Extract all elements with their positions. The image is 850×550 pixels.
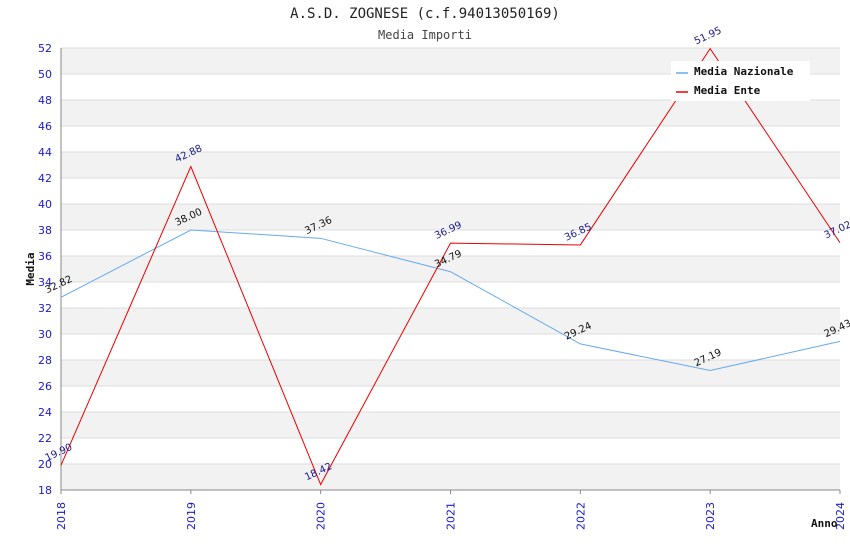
legend-label-media-ente: Media Ente [694,84,761,97]
y-tick-label: 52 [38,42,52,55]
x-tick-label: 2021 [445,502,458,530]
chart-title: A.S.D. ZOGNESE (c.f.94013050169) [290,6,560,22]
grid-band [61,204,840,230]
series-lines [60,47,841,486]
y-tick-label: 40 [38,198,52,211]
x-axis-label: Anno [811,517,838,530]
y-tick-label: 20 [38,458,52,471]
grid-band [61,100,840,126]
grid-band [61,256,840,282]
y-tick-label: 32 [38,302,52,315]
y-tick-label: 48 [38,94,52,107]
gridlines [61,47,840,491]
plot-background [61,48,840,490]
legend-box [671,61,810,101]
grid-band [61,308,840,334]
y-tick-label: 30 [38,328,52,341]
legend: Media Nazionale Media Ente [671,61,810,101]
y-tick-label: 46 [38,120,52,133]
x-tick-labels: 2018 2019 2020 2021 2022 2023 2024 [55,490,847,530]
grid-band [61,360,840,386]
y-tick-label: 50 [38,68,52,81]
y-tick-labels: 18 20 22 24 26 28 30 32 34 36 38 40 42 44 46 48 50 52 [38,42,52,497]
y-tick-label: 38 [38,224,52,237]
data-label: 51.95 [693,25,724,47]
y-tick-label: 18 [38,484,52,497]
legend-label-media-nazionale: Media Nazionale [694,65,794,78]
y-tick-label: 44 [38,146,52,159]
y-tick-label: 36 [38,250,52,263]
chart-subtitle: Media Importi [378,28,472,42]
x-tick-label: 2020 [315,502,328,530]
x-tick-label: 2022 [574,502,587,530]
grid-band [61,464,840,490]
y-tick-label: 26 [38,380,52,393]
y-tick-label: 22 [38,432,52,445]
x-tick-label: 2024 [834,502,847,530]
y-axis-label: Media [24,252,37,285]
y-tick-label: 34 [38,276,52,289]
y-tick-label: 28 [38,354,52,367]
x-tick-label: 2019 [185,502,198,530]
x-tick-label: 2023 [704,502,717,530]
y-tick-label: 24 [38,406,52,419]
y-tick-label: 42 [38,172,52,185]
x-tick-label: 2018 [55,502,68,530]
grid-band [61,152,840,178]
grid-band [61,412,840,438]
